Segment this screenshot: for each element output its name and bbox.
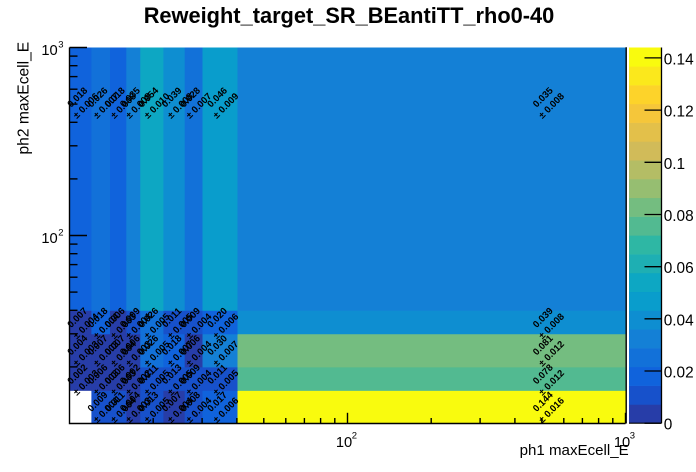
- svg-text:10: 10: [41, 43, 57, 59]
- svg-text:10: 10: [336, 435, 352, 451]
- svg-text:0.14: 0.14: [664, 51, 694, 68]
- svg-text:0.08: 0.08: [664, 208, 694, 225]
- svg-text:0.12: 0.12: [664, 104, 694, 121]
- svg-text:2: 2: [58, 228, 63, 239]
- svg-text:0.02: 0.02: [664, 365, 694, 382]
- svg-text:3: 3: [630, 431, 635, 442]
- svg-text:0.04: 0.04: [664, 312, 694, 329]
- svg-text:ph2 maxEcell_E: ph2 maxEcell_E: [16, 42, 33, 155]
- svg-text:10: 10: [614, 435, 630, 451]
- svg-text:3: 3: [58, 40, 63, 51]
- svg-text:0.1: 0.1: [664, 156, 685, 173]
- svg-text:10: 10: [41, 231, 57, 247]
- svg-text:Reweight_target_SR_BEantiTT_rh: Reweight_target_SR_BEantiTT_rho0-40: [144, 3, 555, 28]
- svg-text:2: 2: [352, 431, 357, 442]
- svg-text:ph1 maxEcell_E: ph1 maxEcell_E: [520, 442, 629, 459]
- svg-text:0.06: 0.06: [664, 260, 694, 277]
- svg-text:0: 0: [664, 417, 673, 434]
